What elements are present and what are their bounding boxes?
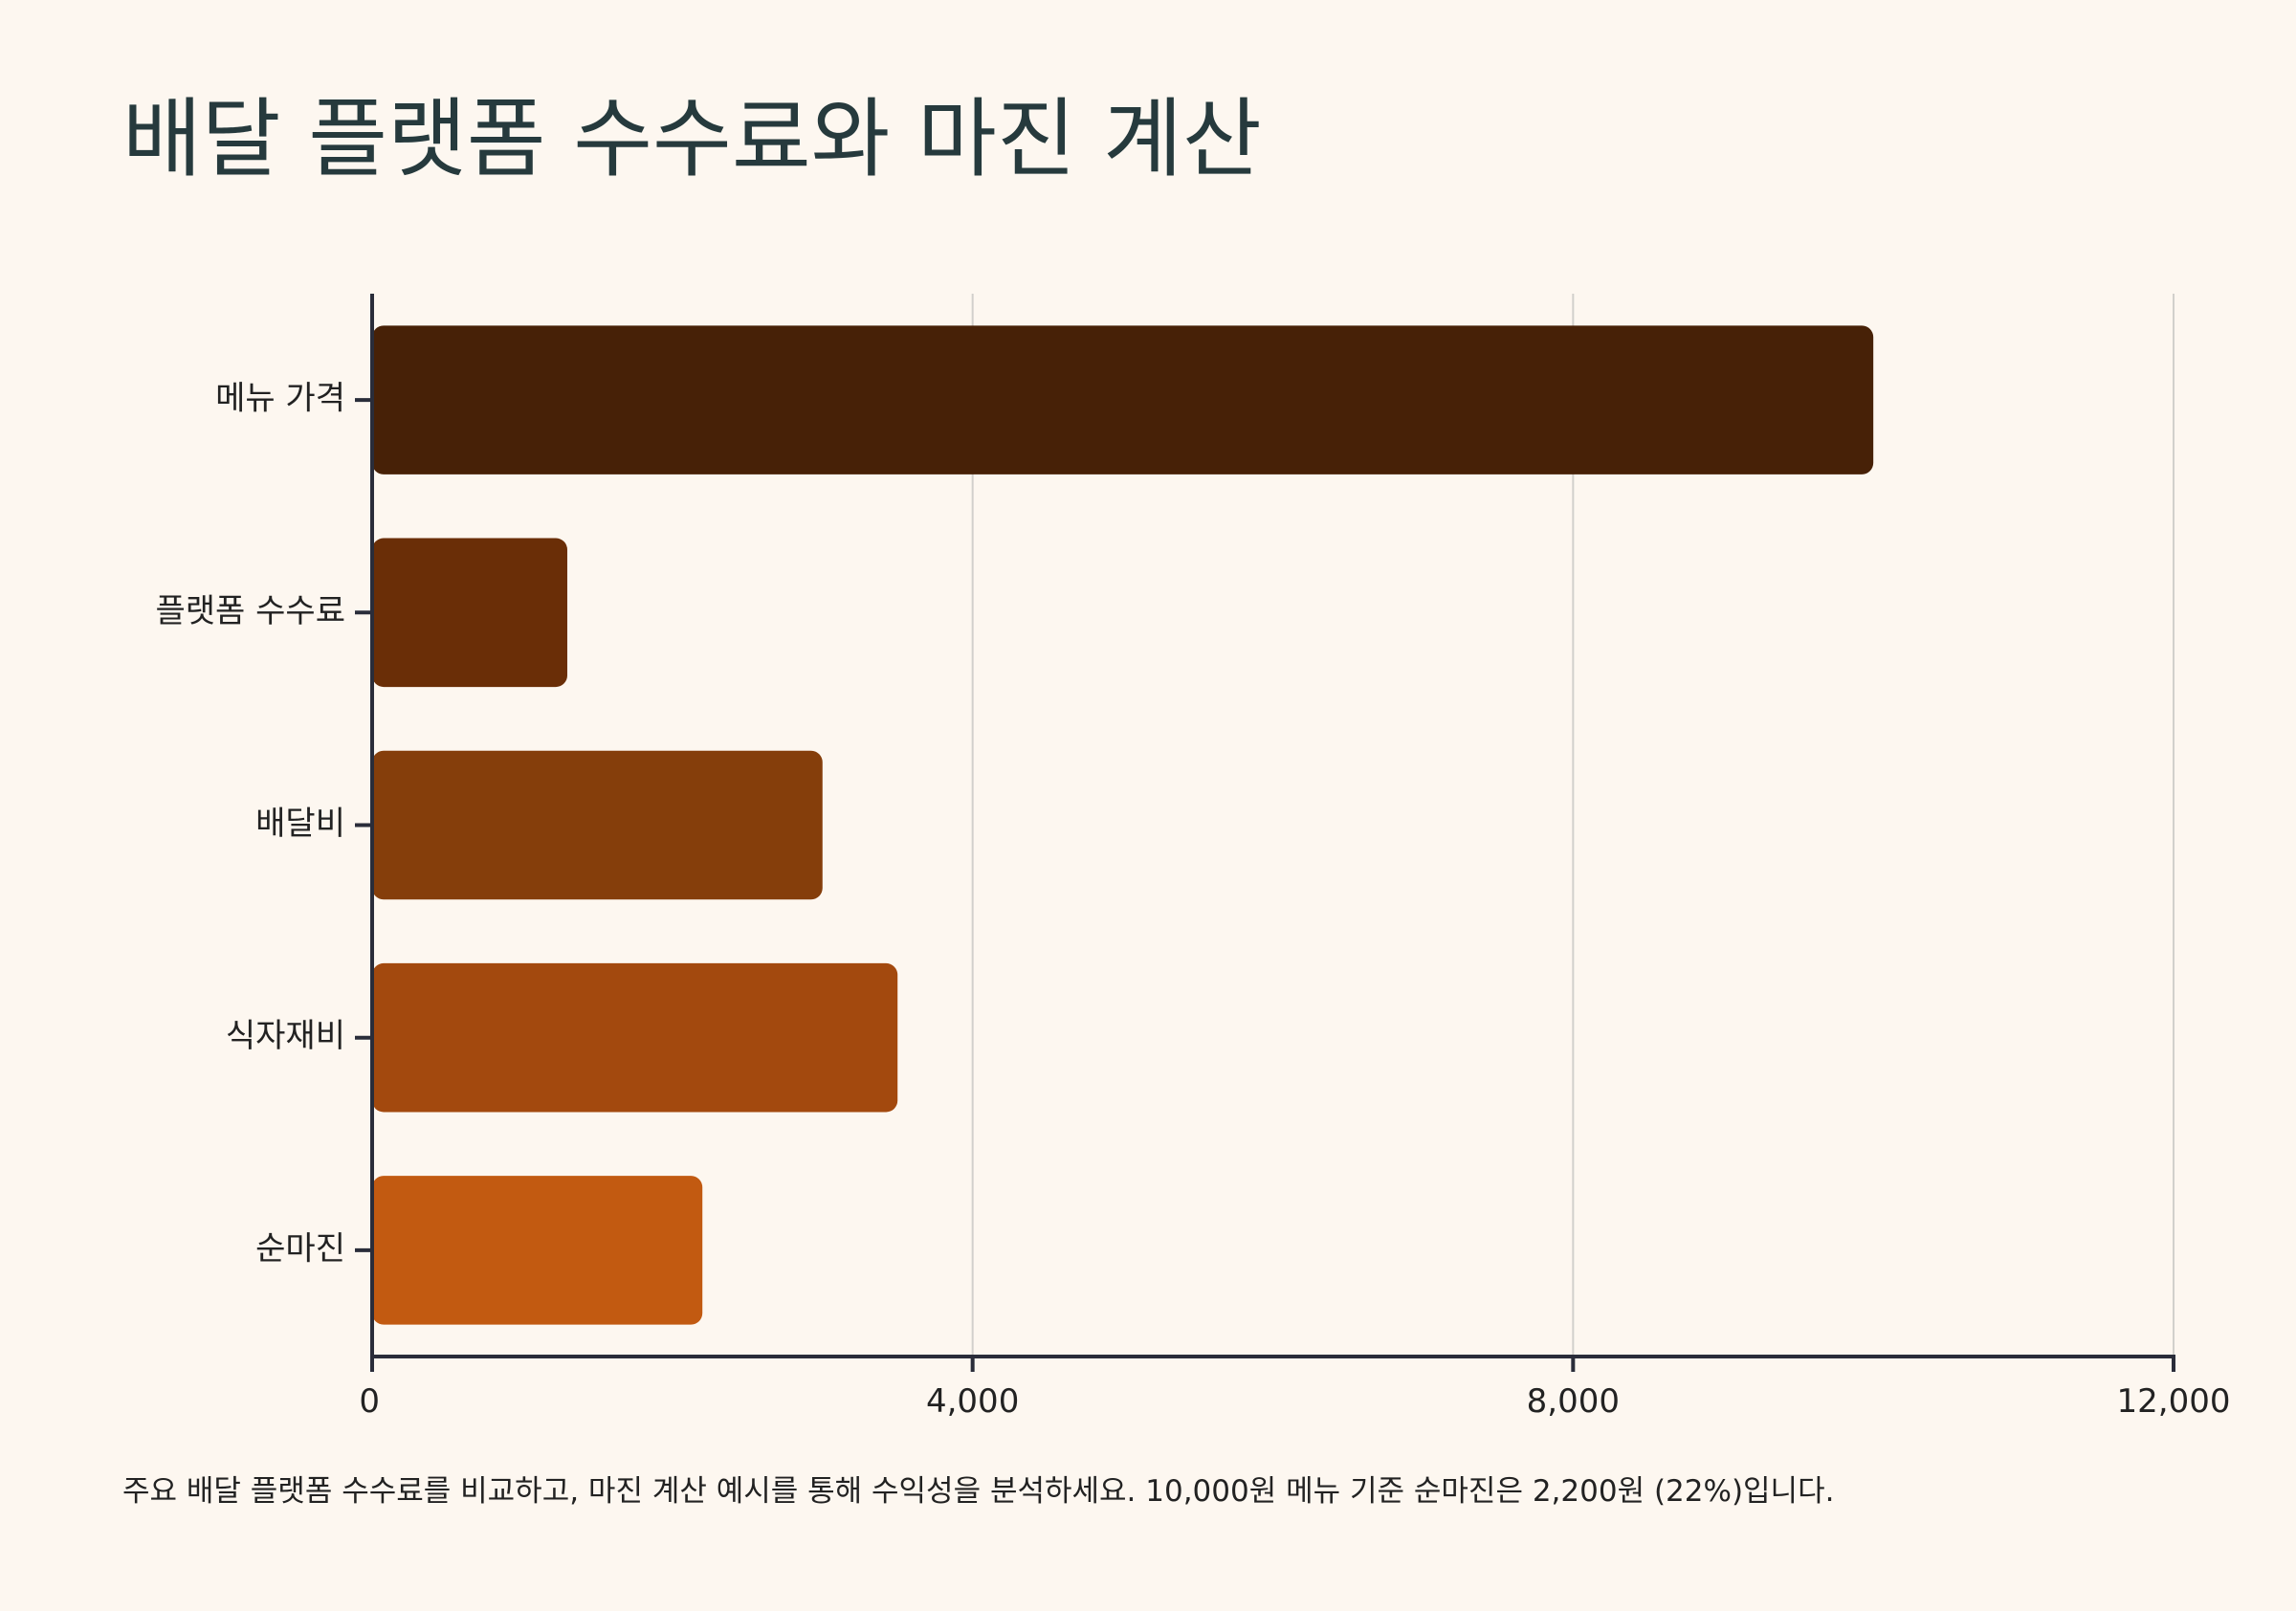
x-tick-label-1: 4,000 xyxy=(926,1382,1019,1421)
y-tick-label-1: 플랫폼 수수료 xyxy=(156,592,346,630)
y-tick-label-3: 식자재비 xyxy=(226,1017,345,1055)
bar-2 xyxy=(372,750,823,900)
bar-3 xyxy=(372,962,898,1113)
chart-caption: 주요 배달 플랫폼 수수료를 비교하고, 마진 계산 예시를 통해 수익성을 분… xyxy=(122,1474,1835,1509)
x-tick-label-2: 8,000 xyxy=(1527,1382,1620,1421)
bar-1 xyxy=(372,538,567,688)
x-tick-label-0: 0 xyxy=(359,1382,380,1421)
y-tick-label-0: 메뉴 가격 xyxy=(215,380,345,418)
bar-0 xyxy=(372,325,1874,474)
chart-title: 배달 플랫폼 수수료와 마진 계산 xyxy=(122,89,1262,189)
y-tick-label-4: 순마진 xyxy=(255,1229,345,1268)
bar-4 xyxy=(372,1176,703,1325)
y-tick-label-2: 배달비 xyxy=(255,805,345,843)
x-tick-label-3: 12,000 xyxy=(2117,1382,2231,1421)
